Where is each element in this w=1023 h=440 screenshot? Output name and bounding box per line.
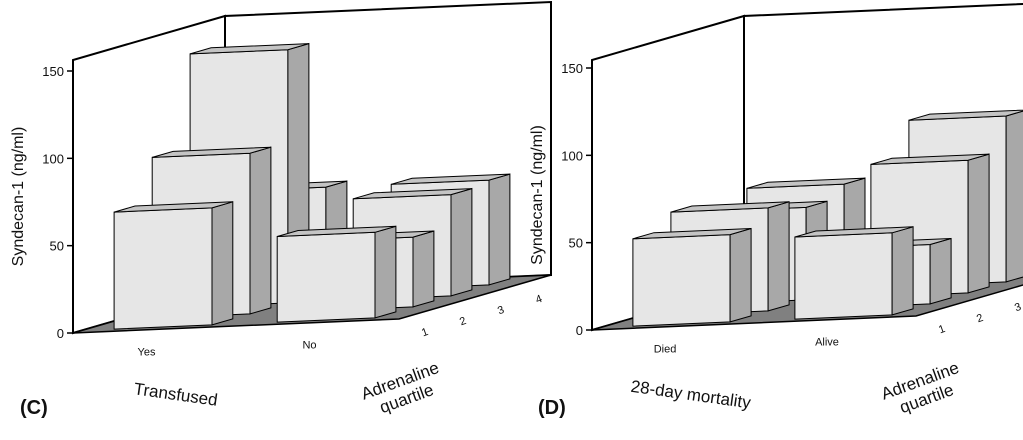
y-tick-label: 50 [50,239,64,254]
x-axis-label: 28-day mortality [630,377,753,413]
z-tick-label: 3 [1013,301,1023,314]
chart-panel-c: 0 50 100 150 Syndecan-1 (ng/ml) Yes No 1 2 3 4 Tran… [10,0,552,422]
bar-top [794,226,914,238]
bar-side [412,230,435,308]
bar [113,201,234,330]
bar-front [276,231,376,323]
bar [632,227,752,327]
chart-panel-d: 0 50 100 150 Syndecan-1 (ng/ml) Died Alive 1 2 3 4… [529,2,1023,422]
bar-top [277,225,397,237]
x-tick-label: Alive [815,337,839,349]
y-tick-label: 0 [576,323,583,338]
y-axis-label: Syndecan-1 (ng/ml) [10,127,27,267]
bar-top [391,173,511,185]
bar-top [152,146,272,158]
bar [276,225,397,323]
x-tick-label: Died [654,344,677,356]
bar-side [1005,110,1023,283]
y-tick-label: 50 [569,236,583,251]
bar-front [794,232,893,320]
bar-top [189,43,310,55]
z-tick-label: 4 [534,293,544,306]
z-tick-label: 2 [458,315,468,328]
bar-top [113,201,233,213]
x-tick-label: Yes [138,347,156,359]
x-axis-label: Transfused [133,379,219,410]
z-axis-label: Adrenalinequartile [359,358,448,422]
bar-side [249,146,272,315]
bar-top [908,109,1023,121]
y-tick-label: 100 [42,151,64,166]
bar-top [870,153,990,165]
z-axis-label: Adrenalinequartile [879,358,968,422]
z-tick-label: 2 [975,312,985,325]
z-tick-label: 1 [937,323,947,336]
y-tick-label: 0 [57,326,64,341]
bar-side [891,226,914,316]
bar-side [488,173,511,286]
bar-front [113,207,213,330]
y-axis-label: Syndecan-1 (ng/ml) [529,125,546,265]
bar-side [450,187,473,297]
bar-side [967,153,990,294]
bar-top [353,188,473,200]
bar-side [929,237,952,305]
bar-side [374,225,397,319]
panel-c-label: (C) [20,397,48,419]
bar-side [729,227,752,323]
y-tick-label: 150 [561,61,583,76]
y-tick-label: 150 [42,64,64,79]
x-tick-label: No [302,340,316,352]
y-tick-label: 100 [561,148,583,163]
z-tick-label: 1 [420,326,430,339]
z-tick-label: 3 [496,304,506,317]
bar-side [767,201,790,312]
bar-front [632,234,731,327]
bar-top [746,177,866,189]
bar-side [211,201,234,326]
bar-top [670,201,790,213]
panel-d-label: (D) [538,397,566,419]
bar-top [632,228,752,240]
bar [794,226,914,320]
